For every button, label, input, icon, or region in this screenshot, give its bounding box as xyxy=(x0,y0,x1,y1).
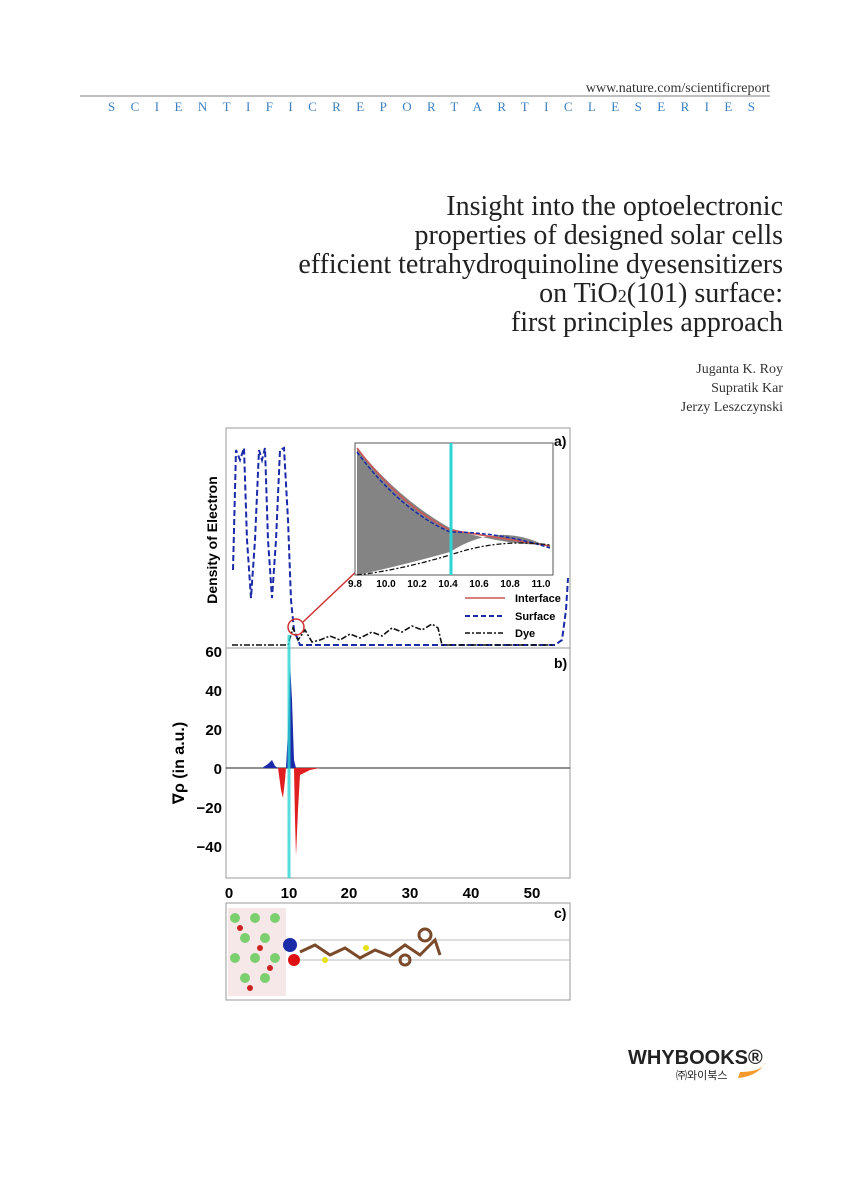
inset-tick-label: 11.0 xyxy=(532,579,551,590)
inset-tick-label: 10.2 xyxy=(407,579,427,590)
panel-label: b) xyxy=(554,655,567,671)
atom xyxy=(250,953,260,963)
x-tick-label: 10 xyxy=(281,885,298,902)
x-tick-label: 20 xyxy=(341,885,358,902)
negative-fill xyxy=(294,768,320,856)
title-line: Insight into the optoelectronic xyxy=(446,191,783,222)
publisher-swoosh xyxy=(738,1062,766,1078)
charge-lobe xyxy=(283,938,297,952)
slab xyxy=(228,908,300,996)
atom xyxy=(270,913,280,923)
y-tick-label: −20 xyxy=(197,800,222,817)
y-tick-label: 0 xyxy=(214,761,222,778)
y-axis-label: Density of Electron xyxy=(204,476,220,604)
y-axis-label: ∇ρ (in a.u.) xyxy=(171,722,188,804)
author: Supratik Kar xyxy=(711,381,783,396)
charge-lobe xyxy=(288,954,300,966)
y-ticks: 60 40 20 0 −20 −40 xyxy=(197,644,222,856)
publisher-name: WHYBOOKS® xyxy=(628,1047,763,1069)
panel-frame xyxy=(225,647,571,879)
subscript: 2 xyxy=(618,286,627,306)
atom xyxy=(267,965,273,971)
url: www.nature.com/scientificreport xyxy=(586,81,770,96)
atom xyxy=(270,953,280,963)
x-tick-label: 0 xyxy=(225,885,233,902)
atom xyxy=(322,957,328,963)
ring xyxy=(417,927,433,943)
atom xyxy=(240,933,250,943)
title-line: on TiO2(101) surface: xyxy=(539,278,783,309)
publisher-korean: ㈜와이북스 xyxy=(676,1069,727,1082)
inset-tick-label: 10.4 xyxy=(438,579,458,590)
atom xyxy=(250,913,260,923)
x-tick-label: 40 xyxy=(463,885,480,902)
ring xyxy=(398,953,412,967)
dye-molecule xyxy=(299,937,442,960)
title-line: properties of designed solar cells xyxy=(414,220,783,251)
panel-frame xyxy=(225,902,571,1001)
zoom-circle xyxy=(287,618,305,636)
x-tick-label: 50 xyxy=(524,885,541,902)
surface-curve xyxy=(232,446,569,646)
author: Juganta K. Roy xyxy=(696,362,783,377)
title: Insight into the optoelectronic properti… xyxy=(298,191,783,338)
atom xyxy=(257,945,263,951)
x-ticks: 0 10 20 30 40 50 xyxy=(225,885,541,902)
zoom-arrow xyxy=(302,567,361,623)
legend-label: Surface xyxy=(515,611,555,623)
title-part: on TiO xyxy=(539,278,618,309)
inset-tick-label: 9.8 xyxy=(348,579,362,590)
panel-label: a) xyxy=(554,433,566,449)
atom xyxy=(237,925,243,931)
panel-label: c) xyxy=(554,905,566,921)
series-name: SCIENTIFICREPORTARTICLESERIES xyxy=(108,99,755,114)
atom xyxy=(247,985,253,991)
y-tick-label: 20 xyxy=(205,722,222,739)
atom xyxy=(363,945,369,951)
inset-tick-label: 10.8 xyxy=(500,579,520,590)
y-tick-label: 60 xyxy=(205,644,222,661)
title-part: (101) surface: xyxy=(627,278,783,309)
atom xyxy=(240,973,250,983)
negative-fill xyxy=(278,768,286,798)
inset-fill xyxy=(357,448,550,575)
y-tick-label: 40 xyxy=(205,683,222,700)
atom xyxy=(260,933,270,943)
legend-label: Interface xyxy=(515,593,561,605)
y-tick-label: −40 xyxy=(197,839,222,856)
x-tick-label: 30 xyxy=(402,885,419,902)
positive-fill xyxy=(262,760,278,768)
atom xyxy=(230,953,240,963)
inset-tick-label: 10.0 xyxy=(376,579,396,590)
legend: Interface Surface Dye xyxy=(465,593,561,640)
legend-label: Dye xyxy=(515,628,535,640)
figure: Density of Electron a) 9.8 10.0 10.2 10.… xyxy=(171,427,571,1001)
title-line: efficient tetrahydroquinoline dyesensiti… xyxy=(298,249,783,280)
title-line: first principles approach xyxy=(511,307,783,338)
authors: Juganta K. Roy Supratik Kar Jerzy Leszcz… xyxy=(681,362,784,415)
inset-tick-label: 10.6 xyxy=(469,579,489,590)
author: Jerzy Leszczynski xyxy=(681,400,783,415)
atom xyxy=(230,913,240,923)
atom xyxy=(260,973,270,983)
dye-curve xyxy=(232,623,555,646)
inset-ticks: 9.8 10.0 10.2 10.4 10.6 10.8 11.0 xyxy=(348,579,551,590)
